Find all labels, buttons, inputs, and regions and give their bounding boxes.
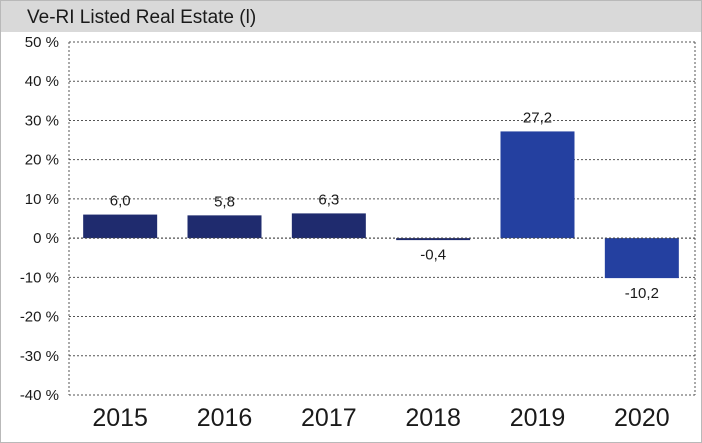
chart-title: Ve-RI Listed Real Estate (l) <box>27 7 257 28</box>
y-tick-label: -10 % <box>20 269 59 286</box>
data-label: 5,8 <box>214 193 235 210</box>
bar <box>83 214 158 239</box>
bar <box>187 215 262 239</box>
chart-title-bar: Ve-RI Listed Real Estate (l) <box>1 1 701 32</box>
x-tick-label: 2020 <box>614 404 670 432</box>
y-tick-label: -30 % <box>20 348 59 365</box>
bar <box>604 238 679 279</box>
x-tick-label: 2017 <box>301 404 357 432</box>
x-tick-label: 2019 <box>510 404 566 432</box>
x-tick-label: 2016 <box>197 404 253 432</box>
x-tick-label: 2015 <box>92 404 148 432</box>
bar <box>500 131 575 239</box>
data-label: -10,2 <box>625 285 659 302</box>
data-label: 27,2 <box>523 109 552 126</box>
y-tick-label: 10 % <box>25 191 59 208</box>
y-tick-label: 20 % <box>25 152 59 169</box>
y-tick-label: 30 % <box>25 112 59 129</box>
y-tick-label: 40 % <box>25 73 59 90</box>
y-tick-label: 50 % <box>25 34 59 51</box>
bar <box>396 238 471 241</box>
x-tick-label: 2018 <box>405 404 461 432</box>
data-label: -0,4 <box>420 247 446 264</box>
data-label: 6,0 <box>110 193 131 210</box>
y-tick-label: -20 % <box>20 309 59 326</box>
y-tick-label: 0 % <box>33 230 59 247</box>
data-label: 6,3 <box>318 191 339 208</box>
y-tick-label: -40 % <box>20 387 59 404</box>
bar <box>291 213 366 239</box>
